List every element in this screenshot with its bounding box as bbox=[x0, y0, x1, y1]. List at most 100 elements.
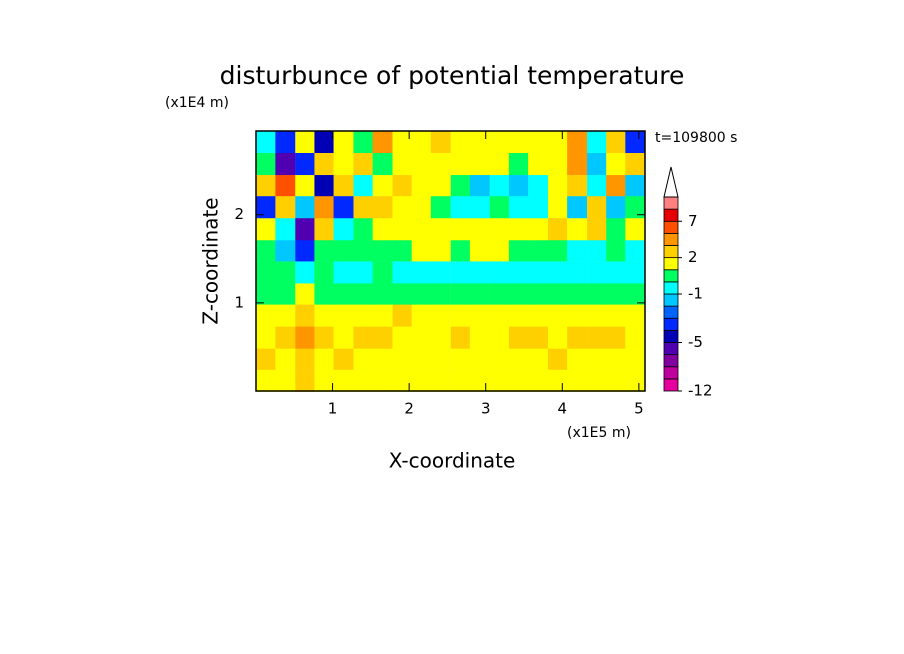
colorbar-box bbox=[663, 305, 679, 319]
field-cell bbox=[295, 347, 316, 370]
field-cell bbox=[411, 195, 432, 219]
field-cell bbox=[508, 326, 529, 349]
field-cell bbox=[469, 369, 490, 392]
field-cell bbox=[489, 130, 510, 154]
field-cell bbox=[606, 282, 627, 305]
field-cell bbox=[606, 369, 627, 392]
field-cell bbox=[528, 130, 549, 154]
field-cell bbox=[528, 173, 549, 197]
field-cell bbox=[547, 217, 569, 241]
colorbar-label: 2 bbox=[688, 248, 698, 266]
field-cell bbox=[450, 304, 471, 327]
field-cell bbox=[469, 304, 490, 327]
field-cell bbox=[411, 347, 432, 370]
field-cell bbox=[625, 239, 646, 262]
field-cell bbox=[625, 195, 646, 219]
x-tick-label: 3 bbox=[481, 400, 491, 418]
field-cell bbox=[469, 239, 490, 262]
field-cell bbox=[450, 326, 471, 349]
field-cell bbox=[606, 195, 627, 219]
field-cell bbox=[587, 369, 608, 392]
field-cell bbox=[528, 261, 549, 284]
field-cell bbox=[430, 152, 451, 176]
field-cell bbox=[333, 282, 354, 305]
field-cell bbox=[372, 195, 393, 219]
field-cell bbox=[353, 173, 374, 197]
field-cell bbox=[625, 173, 646, 197]
field-cell bbox=[469, 173, 490, 197]
field-cell bbox=[469, 282, 490, 305]
field-cell bbox=[372, 261, 393, 284]
field-cell bbox=[489, 304, 510, 327]
field-cell bbox=[411, 326, 432, 349]
colorbar-label: -5 bbox=[688, 333, 703, 351]
annotation: t=109800 s bbox=[655, 130, 737, 146]
field-cell bbox=[275, 239, 296, 262]
field-cell bbox=[469, 217, 490, 241]
field-cell bbox=[587, 261, 608, 284]
field-cell bbox=[567, 152, 588, 176]
field-cell bbox=[508, 130, 529, 154]
colorbar-box bbox=[663, 378, 679, 392]
field-cell bbox=[275, 217, 296, 241]
field-cell bbox=[372, 217, 393, 241]
field-cell bbox=[547, 304, 569, 327]
field-cell bbox=[275, 282, 296, 305]
field-cell bbox=[547, 282, 569, 305]
chart-title: disturbunce of potential temperature bbox=[220, 61, 685, 90]
field-cell bbox=[295, 369, 316, 392]
field-cell bbox=[256, 173, 277, 197]
y-unit: (x1E4 m) bbox=[165, 95, 229, 111]
field-cell bbox=[372, 152, 393, 176]
field-cell bbox=[372, 304, 393, 327]
field-cell bbox=[606, 217, 627, 241]
field-cell bbox=[314, 261, 335, 284]
field-cell bbox=[333, 152, 354, 176]
field-cell bbox=[547, 130, 569, 154]
field-cell bbox=[392, 195, 413, 219]
x-axis-label: X-coordinate bbox=[389, 449, 516, 473]
field-cell bbox=[392, 261, 413, 284]
field-cell bbox=[450, 217, 471, 241]
field-cell bbox=[567, 326, 588, 349]
field-cell bbox=[411, 217, 432, 241]
field-cell bbox=[333, 304, 354, 327]
field-cell bbox=[275, 304, 296, 327]
field-cell bbox=[625, 261, 646, 284]
field-cell bbox=[567, 217, 588, 241]
field-cell bbox=[567, 261, 588, 284]
field-cell bbox=[547, 195, 569, 219]
field-cell bbox=[567, 239, 588, 262]
field-cell bbox=[275, 261, 296, 284]
field-cell bbox=[508, 217, 529, 241]
field-cell bbox=[392, 347, 413, 370]
field-cell bbox=[508, 152, 529, 176]
field-cell bbox=[489, 261, 510, 284]
field-cell bbox=[450, 130, 471, 154]
field-cell bbox=[295, 239, 316, 262]
field-cell bbox=[411, 173, 432, 197]
field-cell bbox=[469, 261, 490, 284]
field-cell bbox=[606, 239, 627, 262]
field-cell bbox=[275, 369, 296, 392]
field-cell bbox=[567, 173, 588, 197]
field-cell bbox=[528, 195, 549, 219]
field-cell bbox=[625, 347, 646, 370]
field-cell bbox=[587, 282, 608, 305]
x-tick-label: 2 bbox=[404, 400, 414, 418]
x-tick-label: 4 bbox=[558, 400, 568, 418]
colorbar-label: -1 bbox=[688, 285, 703, 303]
axes: 1 2 3 4 5 1 2 bbox=[234, 130, 646, 418]
field-cell bbox=[606, 173, 627, 197]
field-cell bbox=[392, 369, 413, 392]
field-cell bbox=[489, 195, 510, 219]
colorbar-box bbox=[663, 196, 679, 210]
field-cell bbox=[295, 195, 316, 219]
field-cell bbox=[430, 217, 451, 241]
field-cell bbox=[469, 326, 490, 349]
field-cell bbox=[430, 304, 451, 327]
colorbar-box bbox=[663, 208, 679, 222]
colorbar-box bbox=[663, 232, 679, 246]
field-cell bbox=[450, 282, 471, 305]
